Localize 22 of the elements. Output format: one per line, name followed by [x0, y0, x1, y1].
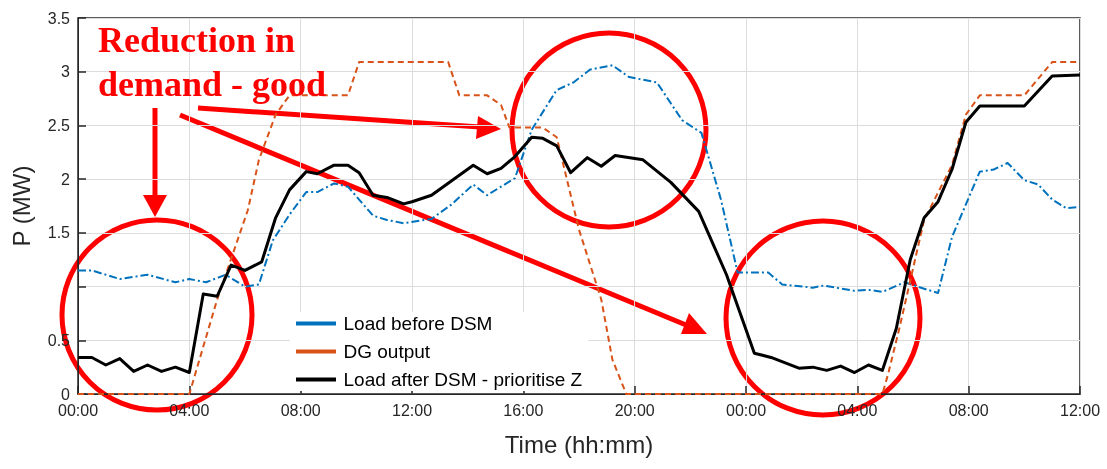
y-tick-label: 3.5: [47, 9, 71, 27]
x-axis-title: Time (hh:mm): [504, 430, 654, 458]
x-tick-label: 00:00: [725, 401, 767, 419]
y-tick-label: 1.5: [47, 224, 71, 242]
x-tick-label: 12:00: [1059, 401, 1101, 419]
y-axis-title: P (MW): [7, 165, 35, 247]
legend-label: Load after DSM - prioritise Z: [343, 369, 583, 390]
x-tick-label: 12:00: [391, 401, 433, 419]
x-tick-label: 20:00: [614, 401, 655, 419]
annotation: Reduction in demand - good: [98, 19, 328, 106]
legend-label: Load before DSM: [343, 313, 493, 334]
x-tick-label: 08:00: [280, 401, 321, 419]
y-tick-label: 2.5: [47, 116, 71, 134]
x-tick-label: 08:00: [948, 401, 989, 419]
line-series: [77, 64, 1081, 295]
x-tick-label: 04:00: [169, 401, 210, 419]
y-tick-label: 2: [61, 170, 71, 188]
x-tick-label: 00:00: [57, 401, 99, 419]
x-tick-label: 16:00: [503, 401, 544, 419]
legend-label: DG output: [343, 341, 431, 362]
y-tick-label: 3: [61, 63, 71, 81]
y-tick-label: 0: [61, 385, 71, 403]
